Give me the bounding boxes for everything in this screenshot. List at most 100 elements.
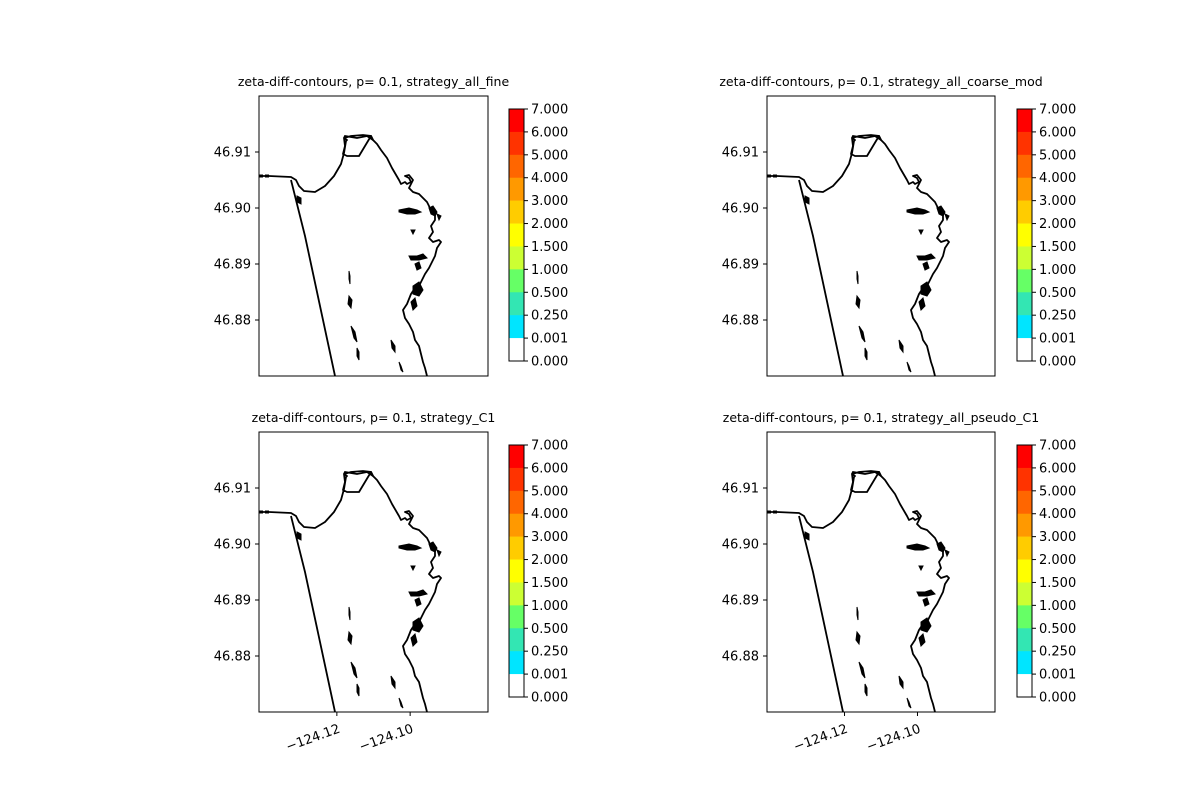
- colorbar-band: [1017, 109, 1032, 133]
- y-tick-label: 46.90: [722, 202, 759, 217]
- colorbar-band: [509, 582, 524, 606]
- island-13: [906, 361, 912, 373]
- coastline: [767, 471, 950, 712]
- map-area: [767, 432, 995, 712]
- colorbar-label: 0.500: [531, 286, 568, 301]
- island-6: [428, 541, 438, 553]
- colorbar-band: [509, 490, 524, 515]
- island-13: [398, 697, 404, 709]
- colorbar-label: 6.000: [1039, 461, 1076, 476]
- island-14: [410, 229, 416, 236]
- colorbar-band: [509, 628, 524, 652]
- colorbar-band: [509, 177, 524, 201]
- colorbar-band: [509, 315, 524, 339]
- island-4: [414, 261, 422, 271]
- colorbar-label: 0.000: [1039, 691, 1076, 706]
- colorbar-label: 1.000: [531, 599, 568, 614]
- colorbar-label: 6.000: [531, 461, 568, 476]
- colorbar-band: [1017, 467, 1032, 492]
- colorbar-band: [1017, 651, 1032, 675]
- island-7: [296, 195, 302, 205]
- colorbar-band: [509, 246, 524, 270]
- colorbar-label: 5.000: [1039, 148, 1076, 163]
- colorbar-band: [509, 651, 524, 675]
- colorbar-label: 4.000: [531, 171, 568, 186]
- colorbar-label: 3.000: [1039, 194, 1076, 209]
- coastline: [767, 135, 950, 376]
- map-area: [259, 432, 488, 712]
- colorbar-label: 1.500: [1039, 240, 1076, 255]
- inlet-outline: [851, 134, 884, 143]
- panel-2: zeta-diff-contours, p= 0.1, strategy_all…: [719, 74, 1076, 377]
- colorbar-band: [509, 223, 524, 247]
- island-1: [412, 281, 424, 297]
- colorbar: 7.000 6.000 5.000 4.000 3.000 2.000 1.500 1.000…: [1016, 439, 1076, 706]
- axes-frame: [258, 431, 489, 713]
- shoreline: [290, 179, 336, 376]
- island-3: [916, 253, 936, 261]
- panel-title: zeta-diff-contours, p= 0.1, strategy_all…: [238, 74, 510, 89]
- panel-1: zeta-diff-contours, p= 0.1, strategy_all…: [214, 74, 568, 377]
- panel-4: zeta-diff-contours, p= 0.1, strategy_all…: [722, 410, 1076, 755]
- colorbar-band: [1017, 315, 1032, 339]
- colorbar-band: [509, 674, 524, 698]
- inlet-outline: [343, 134, 376, 143]
- map-area: [767, 96, 995, 376]
- colorbar-band: [509, 467, 524, 492]
- island-8: [856, 270, 859, 285]
- colorbar-band: [1017, 154, 1032, 179]
- island-14: [918, 229, 924, 236]
- colorbar-label: 0.000: [1039, 355, 1076, 370]
- colorbar-band: [509, 536, 524, 560]
- island-6: [936, 541, 946, 553]
- colorbar-label: 4.000: [1039, 507, 1076, 522]
- panel-3: zeta-diff-contours, p= 0.1, strategy_C1 4…: [214, 410, 568, 755]
- colorbar-label: 0.250: [1039, 309, 1076, 324]
- y-tick-label: 46.89: [214, 258, 251, 273]
- colorbar-label: 0.001: [1039, 668, 1076, 683]
- island-4: [922, 597, 930, 607]
- colorbar-band: [509, 513, 524, 537]
- colorbar-label: 1.500: [531, 240, 568, 255]
- island-5: [398, 543, 423, 551]
- colorbar-label: 2.000: [1039, 217, 1076, 232]
- colorbar-band: [1017, 269, 1032, 293]
- panel-title: zeta-diff-contours, p= 0.1, strategy_C1: [252, 410, 496, 425]
- colorbar-label: 0.000: [531, 691, 568, 706]
- y-tick-label: 46.89: [722, 594, 759, 609]
- colorbar-band: [509, 445, 524, 469]
- colorbar-band: [509, 292, 524, 316]
- shoreline: [798, 179, 844, 376]
- island-14: [410, 565, 416, 572]
- island-14: [918, 565, 924, 572]
- shoreline: [798, 515, 844, 712]
- colorbar-label: 1.500: [1039, 576, 1076, 591]
- axes-frame: [258, 95, 489, 377]
- colorbar-label: 0.001: [531, 332, 568, 347]
- colorbar-label: 4.000: [1039, 171, 1076, 186]
- island-10: [350, 661, 358, 679]
- colorbar-band: [1017, 292, 1032, 316]
- island-15: [436, 213, 442, 222]
- colorbar-label: 1.000: [531, 263, 568, 278]
- map-area: [259, 96, 488, 376]
- inlet-outline: [851, 470, 884, 479]
- y-tick-label: 46.90: [214, 202, 251, 217]
- shoreline: [290, 515, 336, 712]
- colorbar-label: 5.000: [531, 484, 568, 499]
- colorbar-label: 3.000: [1039, 530, 1076, 545]
- island-7: [804, 531, 810, 541]
- y-tick-label: 46.91: [214, 146, 251, 161]
- colorbar-frame: [1016, 444, 1033, 698]
- y-tick-label: 46.89: [722, 258, 759, 273]
- x-tick-label: −124.12: [284, 722, 342, 755]
- x-tick-label: −124.10: [865, 722, 923, 755]
- colorbar-band: [509, 131, 524, 156]
- colorbar-band: [1017, 490, 1032, 515]
- colorbar-label: 0.250: [531, 309, 568, 324]
- island-7: [296, 531, 302, 541]
- island-10: [350, 325, 358, 343]
- coastline: [259, 135, 442, 376]
- colorbar-band: [509, 154, 524, 179]
- colorbar-label: 0.250: [531, 645, 568, 660]
